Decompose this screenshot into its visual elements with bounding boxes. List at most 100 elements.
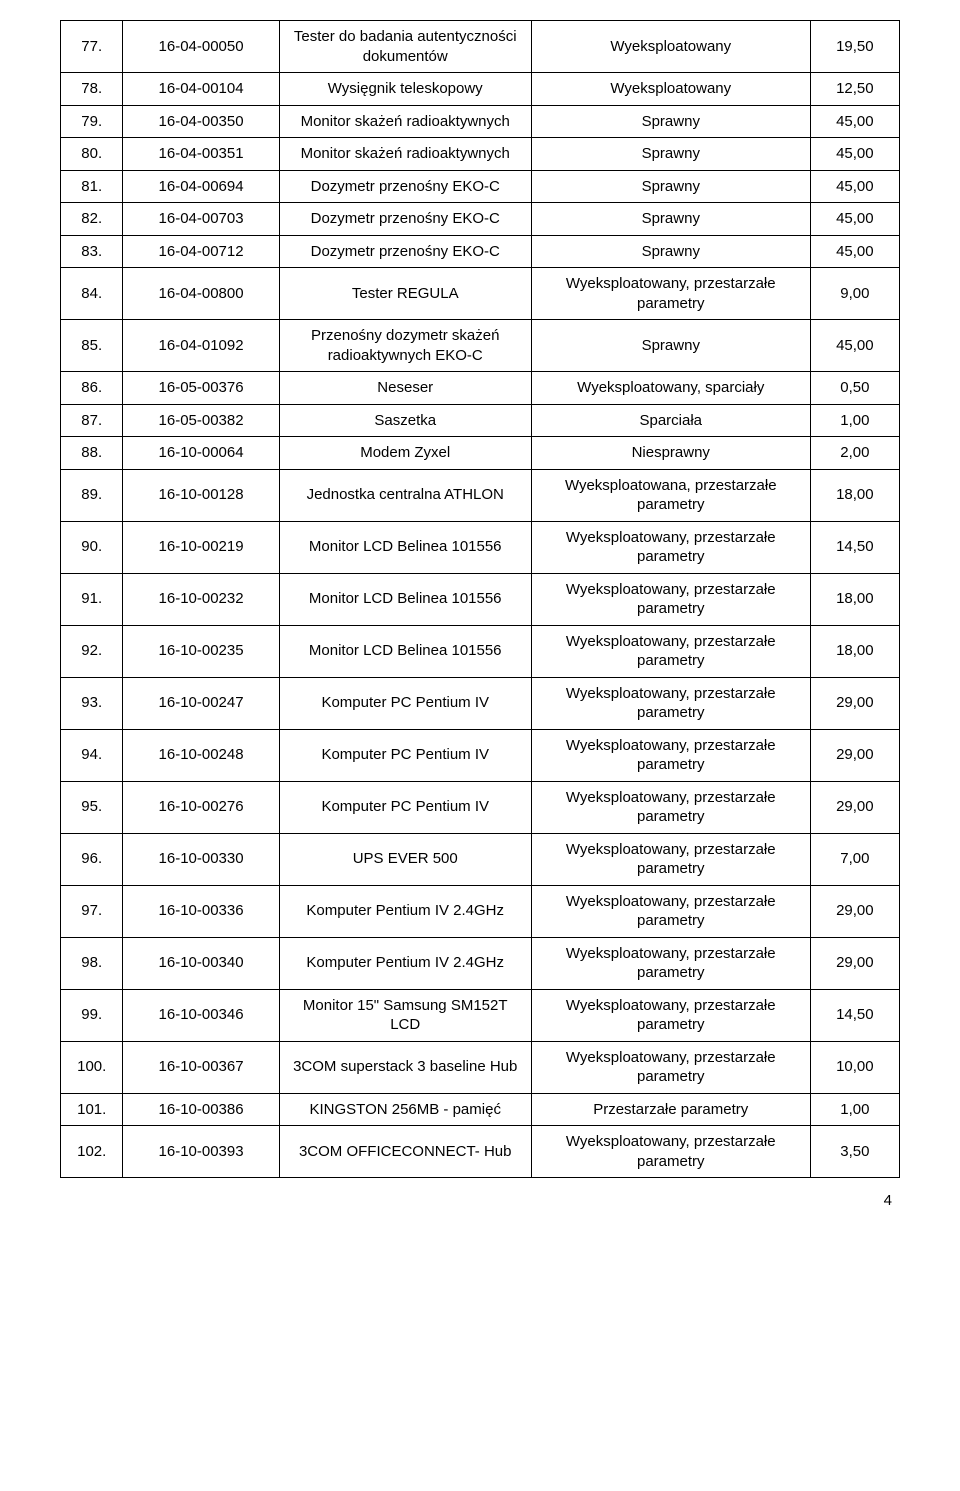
cell-code: 16-10-00232 bbox=[123, 573, 279, 625]
cell-price: 29,00 bbox=[810, 729, 899, 781]
table-row: 94.16-10-00248Komputer PC Pentium IVWyek… bbox=[61, 729, 900, 781]
cell-price: 29,00 bbox=[810, 937, 899, 989]
cell-desc: Jednostka centralna ATHLON bbox=[279, 469, 531, 521]
cell-price: 2,00 bbox=[810, 437, 899, 470]
cell-status: Wyeksploatowany, przestarzałe parametry bbox=[531, 833, 810, 885]
cell-status: Wyeksploatowana, przestarzałe parametry bbox=[531, 469, 810, 521]
cell-code: 16-10-00219 bbox=[123, 521, 279, 573]
table-row: 81.16-04-00694Dozymetr przenośny EKO-CSp… bbox=[61, 170, 900, 203]
cell-price: 45,00 bbox=[810, 170, 899, 203]
cell-status: Sparciała bbox=[531, 404, 810, 437]
cell-status: Wyeksploatowany, przestarzałe parametry bbox=[531, 729, 810, 781]
cell-no: 87. bbox=[61, 404, 123, 437]
table-row: 101.16-10-00386KINGSTON 256MB - pamięćPr… bbox=[61, 1093, 900, 1126]
table-row: 102.16-10-003933COM OFFICECONNECT- HubWy… bbox=[61, 1126, 900, 1178]
cell-code: 16-04-00712 bbox=[123, 235, 279, 268]
cell-desc: Komputer PC Pentium IV bbox=[279, 729, 531, 781]
cell-desc: Monitor LCD Belinea 101556 bbox=[279, 573, 531, 625]
cell-no: 84. bbox=[61, 268, 123, 320]
page-number: 4 bbox=[60, 1178, 900, 1209]
table-row: 92.16-10-00235Monitor LCD Belinea 101556… bbox=[61, 625, 900, 677]
cell-code: 16-10-00386 bbox=[123, 1093, 279, 1126]
table-row: 99.16-10-00346Monitor 15" Samsung SM152T… bbox=[61, 989, 900, 1041]
cell-desc: Komputer Pentium IV 2.4GHz bbox=[279, 937, 531, 989]
cell-price: 14,50 bbox=[810, 521, 899, 573]
table-row: 77.16-04-00050Tester do badania autentyc… bbox=[61, 21, 900, 73]
cell-code: 16-10-00367 bbox=[123, 1041, 279, 1093]
cell-price: 18,00 bbox=[810, 573, 899, 625]
cell-status: Sprawny bbox=[531, 320, 810, 372]
cell-price: 45,00 bbox=[810, 320, 899, 372]
cell-price: 12,50 bbox=[810, 73, 899, 106]
table-row: 87.16-05-00382SaszetkaSparciała1,00 bbox=[61, 404, 900, 437]
cell-code: 16-04-01092 bbox=[123, 320, 279, 372]
cell-desc: KINGSTON 256MB - pamięć bbox=[279, 1093, 531, 1126]
cell-price: 45,00 bbox=[810, 105, 899, 138]
cell-status: Wyeksploatowany, sparciały bbox=[531, 372, 810, 405]
cell-desc: Wysięgnik teleskopowy bbox=[279, 73, 531, 106]
cell-price: 45,00 bbox=[810, 138, 899, 171]
table-row: 80.16-04-00351Monitor skażeń radioaktywn… bbox=[61, 138, 900, 171]
cell-price: 18,00 bbox=[810, 625, 899, 677]
cell-desc: Komputer PC Pentium IV bbox=[279, 677, 531, 729]
cell-desc: Saszetka bbox=[279, 404, 531, 437]
cell-code: 16-10-00128 bbox=[123, 469, 279, 521]
cell-code: 16-04-00050 bbox=[123, 21, 279, 73]
cell-desc: UPS EVER 500 bbox=[279, 833, 531, 885]
cell-price: 10,00 bbox=[810, 1041, 899, 1093]
cell-no: 89. bbox=[61, 469, 123, 521]
cell-no: 83. bbox=[61, 235, 123, 268]
table-row: 93.16-10-00247Komputer PC Pentium IVWyek… bbox=[61, 677, 900, 729]
cell-no: 92. bbox=[61, 625, 123, 677]
cell-no: 96. bbox=[61, 833, 123, 885]
cell-price: 0,50 bbox=[810, 372, 899, 405]
cell-code: 16-05-00376 bbox=[123, 372, 279, 405]
cell-status: Sprawny bbox=[531, 105, 810, 138]
cell-no: 94. bbox=[61, 729, 123, 781]
cell-desc: Tester do badania autentyczności dokumen… bbox=[279, 21, 531, 73]
table-row: 91.16-10-00232Monitor LCD Belinea 101556… bbox=[61, 573, 900, 625]
cell-no: 98. bbox=[61, 937, 123, 989]
cell-price: 7,00 bbox=[810, 833, 899, 885]
cell-status: Wyeksploatowany bbox=[531, 73, 810, 106]
cell-code: 16-04-00694 bbox=[123, 170, 279, 203]
table-row: 78.16-04-00104Wysięgnik teleskopowyWyeks… bbox=[61, 73, 900, 106]
cell-price: 9,00 bbox=[810, 268, 899, 320]
table-row: 88.16-10-00064Modem ZyxelNiesprawny2,00 bbox=[61, 437, 900, 470]
cell-status: Sprawny bbox=[531, 170, 810, 203]
table-row: 83.16-04-00712Dozymetr przenośny EKO-CSp… bbox=[61, 235, 900, 268]
cell-code: 16-04-00800 bbox=[123, 268, 279, 320]
cell-desc: Monitor skażeń radioaktywnych bbox=[279, 138, 531, 171]
cell-no: 99. bbox=[61, 989, 123, 1041]
cell-status: Przestarzałe parametry bbox=[531, 1093, 810, 1126]
cell-price: 45,00 bbox=[810, 203, 899, 236]
table-row: 97.16-10-00336Komputer Pentium IV 2.4GHz… bbox=[61, 885, 900, 937]
cell-status: Wyeksploatowany, przestarzałe parametry bbox=[531, 885, 810, 937]
table-row: 98.16-10-00340Komputer Pentium IV 2.4GHz… bbox=[61, 937, 900, 989]
table-row: 96.16-10-00330UPS EVER 500Wyeksploatowan… bbox=[61, 833, 900, 885]
cell-desc: Dozymetr przenośny EKO-C bbox=[279, 170, 531, 203]
cell-code: 16-05-00382 bbox=[123, 404, 279, 437]
cell-desc: Monitor 15" Samsung SM152T LCD bbox=[279, 989, 531, 1041]
cell-desc: Dozymetr przenośny EKO-C bbox=[279, 203, 531, 236]
cell-price: 14,50 bbox=[810, 989, 899, 1041]
cell-no: 77. bbox=[61, 21, 123, 73]
cell-price: 1,00 bbox=[810, 1093, 899, 1126]
cell-status: Sprawny bbox=[531, 138, 810, 171]
cell-code: 16-10-00247 bbox=[123, 677, 279, 729]
cell-status: Wyeksploatowany, przestarzałe parametry bbox=[531, 268, 810, 320]
cell-no: 88. bbox=[61, 437, 123, 470]
cell-price: 1,00 bbox=[810, 404, 899, 437]
cell-no: 101. bbox=[61, 1093, 123, 1126]
cell-code: 16-10-00346 bbox=[123, 989, 279, 1041]
table-row: 95.16-10-00276Komputer PC Pentium IVWyek… bbox=[61, 781, 900, 833]
cell-no: 93. bbox=[61, 677, 123, 729]
cell-desc: 3COM OFFICECONNECT- Hub bbox=[279, 1126, 531, 1178]
cell-no: 97. bbox=[61, 885, 123, 937]
cell-desc: Tester REGULA bbox=[279, 268, 531, 320]
cell-code: 16-04-00350 bbox=[123, 105, 279, 138]
cell-status: Wyeksploatowany bbox=[531, 21, 810, 73]
cell-price: 45,00 bbox=[810, 235, 899, 268]
table-row: 84.16-04-00800Tester REGULAWyeksploatowa… bbox=[61, 268, 900, 320]
inventory-table: 77.16-04-00050Tester do badania autentyc… bbox=[60, 20, 900, 1178]
